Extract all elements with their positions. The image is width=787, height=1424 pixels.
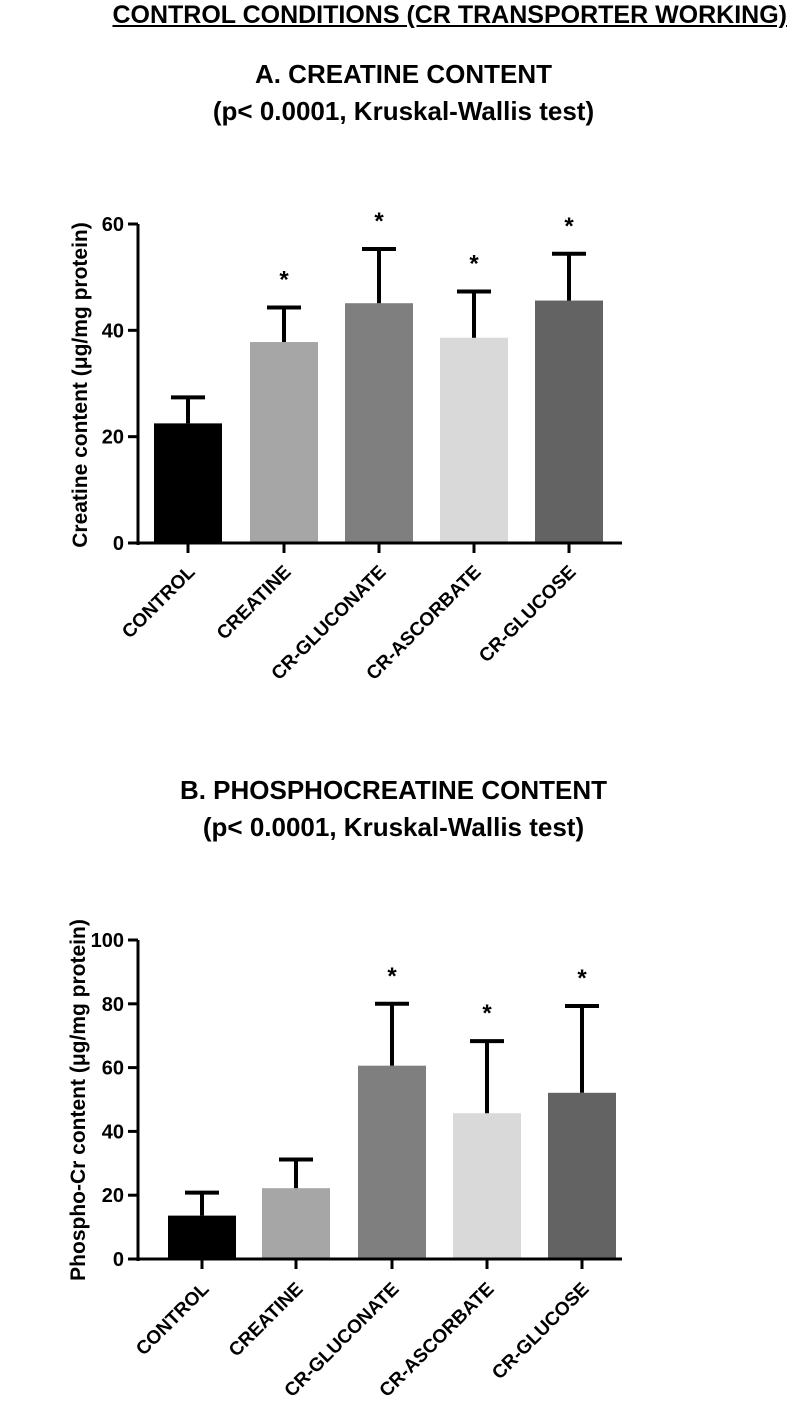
chart-a-ytick-label-2: 40: [102, 320, 124, 342]
chart-b-significance-2: *: [387, 963, 397, 990]
chart-b-category-label-0: CONTROL: [132, 1278, 214, 1360]
chart-b-ytick-label-5: 100: [91, 930, 124, 952]
chart-b-ytick-label-2: 40: [102, 1121, 124, 1143]
chart-b-significance-3: *: [482, 1000, 492, 1027]
chart-a-significance-1: *: [279, 266, 289, 293]
chart-b-bar-0: [168, 1215, 236, 1259]
chart-a-significance-4: *: [564, 213, 574, 240]
chart-b-bar-1: [262, 1188, 330, 1259]
chart-b-category-label-4: CR-GLUCOSE: [488, 1279, 593, 1384]
chart-b-subtitle: (p< 0.0001, Kruskal-Wallis test): [202, 812, 585, 842]
chart-a-ytick-label-1: 20: [102, 427, 124, 449]
chart-b-bar-4: [548, 1092, 616, 1259]
chart-a-significance-3: *: [469, 251, 479, 278]
chart-b-ytick-label-1: 20: [102, 1185, 124, 1207]
chart-b-y-axis-label: Phospho-Cr content (μg/mg protein): [67, 919, 90, 1281]
chart-a-ytick-label-0: 0: [113, 533, 124, 555]
chart-b-ytick-label-0: 0: [113, 1249, 124, 1271]
chart-a-bar-0: [154, 423, 222, 543]
chart-b-bar-3: [453, 1113, 521, 1259]
chart-a-subtitle: (p< 0.0001, Kruskal-Wallis test): [212, 96, 595, 126]
chart-a-title: A. CREATINE CONTENT: [254, 59, 553, 89]
chart-a-bar-1: [250, 342, 318, 543]
chart-a-bar-2: [345, 303, 413, 543]
chart-a-bar-3: [440, 337, 508, 543]
chart-b-title-block: B. PHOSPHOCREATINE CONTENT (p< 0.0001, K…: [0, 772, 787, 846]
chart-a-significance-2: *: [374, 208, 384, 235]
chart-a-y-axis-label: Creatine content (μg/mg protein): [69, 222, 92, 548]
chart-b-bar-2: [358, 1065, 426, 1259]
chart-a-ytick-label-3: 60: [102, 214, 124, 236]
chart-a-bar-4: [535, 300, 603, 543]
chart-b-title: B. PHOSPHOCREATINE CONTENT: [179, 775, 608, 805]
chart-b-significance-4: *: [577, 965, 587, 992]
chart-b-ytick-label-4: 80: [102, 994, 124, 1016]
chart-b-ytick-label-3: 60: [102, 1058, 124, 1080]
page-heading: CONTROL CONDITIONS (CR TRANSPORTER WORKI…: [112, 1, 787, 29]
chart-a-title-block: A. CREATINE CONTENT (p< 0.0001, Kruskal-…: [10, 56, 787, 130]
chart-b-category-label-1: CREATINE: [225, 1279, 308, 1362]
